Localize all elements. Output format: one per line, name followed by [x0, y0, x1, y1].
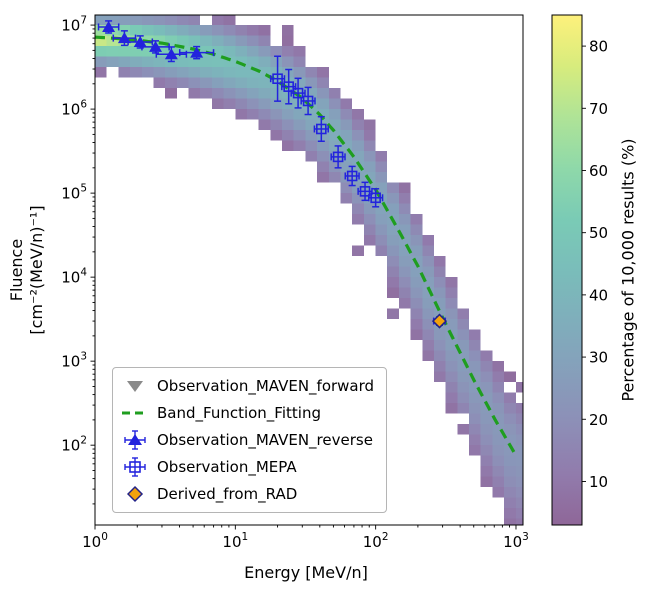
triangle-down-icon: [127, 381, 143, 392]
colorbar-label: Percentage of 10,000 results (%): [618, 138, 638, 402]
y-axis-label-line2: [cm⁻²(MeV/n)⁻¹]: [27, 205, 46, 335]
colorbar: 10 20 30 40 50 60 70 80: [551, 14, 608, 526]
svg-text:107: 107: [61, 15, 87, 35]
x-axis-label: Energy [MeV/n]: [244, 563, 368, 582]
legend-item-mepa: Observation_MEPA: [121, 457, 374, 477]
svg-text:104: 104: [61, 267, 87, 287]
dashed-line-icon: [122, 411, 148, 415]
legend: Observation_MAVEN_forward Band_Function_…: [112, 367, 388, 513]
legend-item-maven-forward: Observation_MAVEN_forward: [121, 376, 374, 396]
legend-item-label: Band_Function_Fitting: [157, 404, 321, 422]
svg-text:30: 30: [589, 349, 608, 367]
legend-item-label: Observation_MEPA: [157, 458, 297, 476]
svg-text:106: 106: [61, 99, 87, 119]
y-axis-label-line1: Fluence: [7, 238, 26, 302]
triangle-up-icon: [124, 430, 146, 450]
svg-text:105: 105: [61, 183, 87, 203]
legend-item-label: Derived_from_RAD: [157, 485, 298, 503]
maven-reverse-series: [97, 20, 215, 63]
rad-point: [431, 313, 448, 329]
axis-tick-labels: 100 101 102 103 102 103 104 105 106 107: [61, 15, 529, 551]
diamond-icon: [126, 485, 144, 503]
legend-item-label: Observation_MAVEN_reverse: [157, 431, 373, 449]
svg-text:10: 10: [589, 473, 608, 491]
svg-text:102: 102: [363, 531, 389, 551]
svg-text:101: 101: [222, 531, 248, 551]
svg-text:103: 103: [61, 351, 87, 371]
svg-text:40: 40: [589, 286, 608, 304]
svg-text:103: 103: [503, 531, 529, 551]
axis-ticks: [90, 24, 517, 530]
legend-item-label: Observation_MAVEN_forward: [157, 377, 375, 395]
heatmap-cells: [95, 15, 523, 525]
svg-text:70: 70: [589, 100, 608, 118]
plot-frame: [94, 14, 524, 526]
svg-text:80: 80: [589, 38, 608, 56]
legend-item-rad: Derived_from_RAD: [121, 484, 374, 504]
legend-item-maven-reverse: Observation_MAVEN_reverse: [121, 430, 374, 450]
square-plus-icon: [124, 457, 146, 477]
y-axis-label: Fluence [cm⁻²(MeV/n)⁻¹]: [7, 205, 47, 334]
svg-text:60: 60: [589, 162, 608, 180]
mepa-series: [269, 55, 384, 208]
svg-text:102: 102: [61, 435, 87, 455]
svg-text:20: 20: [589, 411, 608, 429]
legend-item-band-fit: Band_Function_Fitting: [121, 403, 374, 423]
svg-text:100: 100: [82, 531, 108, 551]
svg-text:50: 50: [589, 224, 608, 242]
